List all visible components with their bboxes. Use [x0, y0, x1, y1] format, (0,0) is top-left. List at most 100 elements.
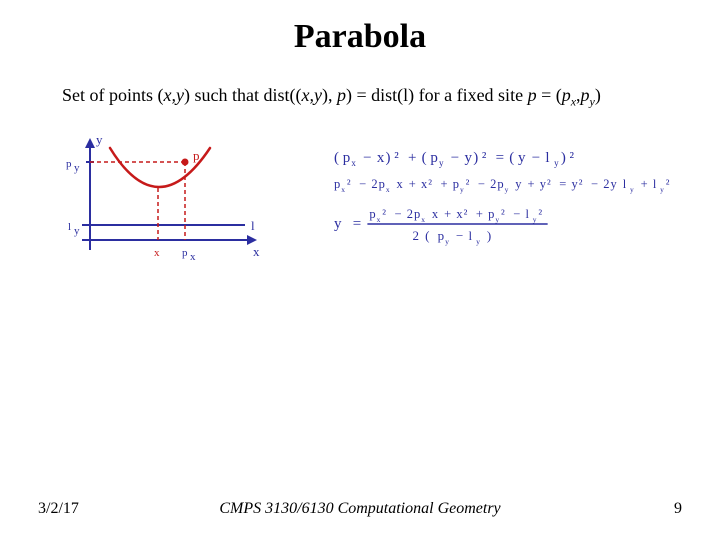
svg-text:=: =: [496, 150, 504, 166]
svg-text:): ): [487, 228, 491, 243]
svg-text:p: p: [414, 207, 420, 221]
svg-text:p: p: [334, 177, 340, 191]
txt-mid3: ) = dist(l) for a fixed site: [346, 85, 528, 105]
txt-xy2: x,y: [301, 85, 321, 105]
svg-text:+: +: [444, 207, 451, 221]
svg-text:x: x: [190, 251, 196, 263]
svg-text:2: 2: [490, 177, 496, 191]
svg-text:p: p: [453, 177, 459, 191]
svg-text:x: x: [341, 185, 345, 194]
svg-text:p: p: [438, 228, 445, 243]
svg-text:l: l: [526, 207, 530, 221]
svg-text:y: y: [611, 177, 618, 191]
svg-text:−: −: [456, 228, 463, 243]
svg-text:(: (: [425, 228, 429, 243]
svg-text:y: y: [460, 185, 464, 194]
svg-text:l: l: [545, 150, 549, 166]
svg-text:y: y: [334, 216, 342, 232]
svg-text:=: =: [559, 177, 566, 191]
txt-p2: p: [528, 85, 537, 105]
svg-text:): ): [561, 150, 566, 166]
svg-text:p: p: [497, 177, 503, 191]
txt-pre: Set of points (: [62, 85, 164, 105]
svg-text:p: p: [343, 150, 351, 166]
svg-text:x: x: [377, 150, 385, 166]
svg-text:y: y: [554, 158, 559, 168]
svg-text:p: p: [193, 148, 200, 163]
svg-text:+: +: [641, 177, 648, 191]
txt-eq: = (: [537, 85, 562, 105]
svg-text:²: ²: [394, 150, 399, 166]
footer-page-number: 9: [674, 500, 682, 518]
svg-text:y: y: [96, 132, 103, 147]
txt-p1: p: [337, 85, 346, 105]
svg-text:p: p: [369, 207, 375, 221]
svg-text:x: x: [154, 247, 160, 259]
svg-text:y: y: [439, 158, 444, 168]
svg-text:−: −: [359, 177, 366, 191]
svg-text:−: −: [478, 177, 485, 191]
svg-text:x: x: [397, 177, 404, 191]
svg-text:²: ²: [538, 207, 542, 221]
svg-text:−: −: [363, 150, 371, 166]
svg-text:y: y: [518, 150, 526, 166]
svg-text:+: +: [441, 177, 448, 191]
svg-text:y: y: [74, 225, 80, 237]
svg-text:−: −: [532, 150, 540, 166]
svg-text:x: x: [377, 215, 381, 224]
svg-text:²: ²: [347, 177, 351, 191]
svg-text:l: l: [68, 221, 71, 233]
svg-text:x: x: [386, 185, 390, 194]
svg-text:y: y: [74, 162, 80, 174]
txt-xy1: x,y: [164, 85, 184, 105]
svg-text:²: ²: [428, 177, 432, 191]
svg-text:²: ²: [482, 150, 487, 166]
svg-text:²: ²: [570, 150, 575, 166]
svg-text:(: (: [334, 150, 339, 166]
svg-text:): ): [386, 150, 391, 166]
svg-text:y: y: [445, 237, 449, 246]
svg-text:l: l: [623, 177, 627, 191]
svg-text:x: x: [456, 207, 463, 221]
txt-px: p: [562, 85, 571, 105]
svg-text:−: −: [513, 207, 520, 221]
txt-mid1: ) such that dist((: [184, 85, 301, 105]
svg-text:−: −: [591, 177, 598, 191]
svg-text:p: p: [182, 247, 188, 259]
svg-text:y: y: [465, 150, 473, 166]
svg-text:p: p: [488, 207, 494, 221]
svg-text:y: y: [505, 185, 509, 194]
txt-py: p: [581, 85, 590, 105]
svg-text:y: y: [515, 177, 522, 191]
svg-text:=: =: [353, 216, 361, 232]
svg-text:y: y: [495, 215, 499, 224]
svg-text:y: y: [540, 177, 547, 191]
svg-text:l: l: [653, 177, 657, 191]
svg-text:x: x: [421, 177, 428, 191]
svg-text:(: (: [509, 150, 514, 166]
svg-text:p: p: [66, 158, 72, 170]
parabola-diagram: yxllypypxpx: [50, 130, 270, 290]
svg-text:²: ²: [382, 207, 386, 221]
svg-text:y: y: [572, 177, 579, 191]
definition-text: Set of points (x,y) such that dist((x,y)…: [62, 84, 680, 110]
footer-course: CMPS 3130/6130 Computational Geometry: [0, 500, 720, 518]
svg-text:(: (: [422, 150, 427, 166]
svg-text:y: y: [533, 215, 537, 224]
txt-mid2: ),: [322, 85, 337, 105]
txt-close: ): [595, 85, 601, 105]
svg-text:2: 2: [371, 177, 377, 191]
svg-text:+: +: [408, 150, 416, 166]
svg-text:+: +: [409, 177, 416, 191]
svg-text:²: ²: [501, 207, 505, 221]
svg-text:p: p: [430, 150, 438, 166]
svg-text:²: ²: [579, 177, 583, 191]
svg-text:p: p: [379, 177, 385, 191]
svg-text:−: −: [395, 207, 402, 221]
svg-text:2: 2: [407, 207, 413, 221]
svg-text:2: 2: [413, 228, 420, 243]
svg-text:x: x: [351, 158, 356, 168]
svg-text:−: −: [451, 150, 459, 166]
derivation-equations: (px − x)² + (py − y)² = (y − ly)²px² − 2…: [330, 140, 680, 300]
svg-text:²: ²: [547, 177, 551, 191]
